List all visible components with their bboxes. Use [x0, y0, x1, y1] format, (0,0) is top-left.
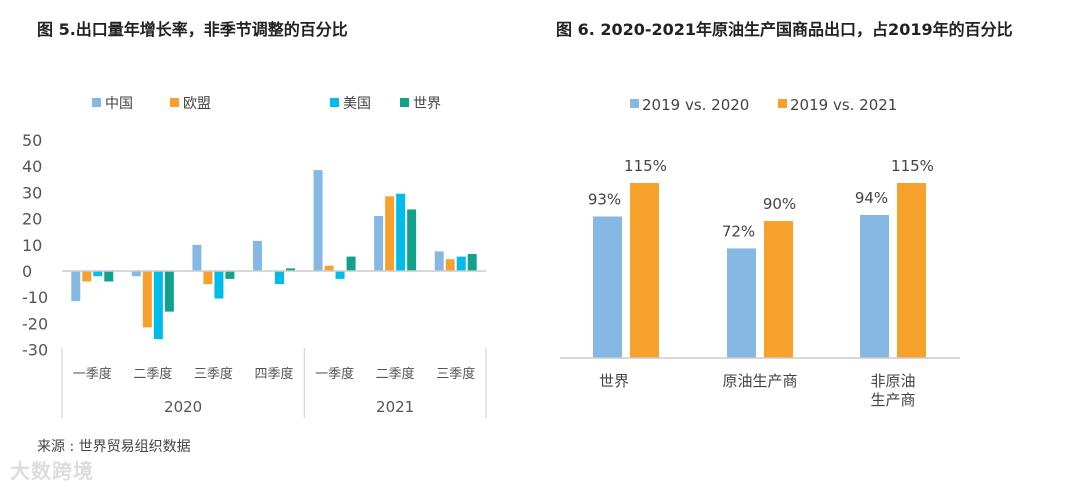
x-category-label: 二季度 — [376, 366, 415, 382]
bar-美国-2 — [214, 271, 224, 299]
data-label: 115% — [891, 157, 934, 175]
bar-0-2 — [860, 214, 889, 358]
bar-世界-6 — [467, 253, 477, 271]
x-category-label: 原油生产商 — [722, 372, 797, 390]
x-category-label: 非原油 — [870, 372, 915, 390]
watermark-logo: 大数跨境 — [10, 455, 94, 484]
bar-欧盟-1 — [142, 271, 152, 328]
y-tick-label: 30 — [22, 183, 42, 202]
x-category-label: 一季度 — [73, 366, 112, 382]
source-note: 来源 : 世界贸易组织数据 — [37, 439, 191, 455]
bar-世界-5 — [407, 209, 417, 271]
y-tick-label: 50 — [22, 131, 42, 150]
bar-世界-1 — [164, 271, 174, 312]
legend-swatch-1 — [778, 99, 787, 108]
bar-欧盟-6 — [445, 259, 455, 271]
bar-世界-2 — [225, 271, 235, 279]
bar-中国-2 — [192, 244, 202, 271]
legend-swatch-0 — [630, 99, 639, 108]
legend-swatch-2 — [330, 98, 339, 107]
x-category-label: 四季度 — [254, 366, 293, 382]
bar-欧盟-4 — [324, 265, 334, 271]
data-label: 115% — [624, 157, 667, 175]
chart1-title: 图 5.出口量年增长率，非季节调整的百分比 — [37, 20, 348, 39]
bar-美国-0 — [93, 271, 103, 277]
bar-中国-3 — [253, 240, 262, 271]
legend-label-1: 欧盟 — [183, 96, 211, 112]
bar-美国-4 — [335, 271, 345, 279]
legend-label-1: 2019 vs. 2021 — [790, 96, 897, 114]
legend-label-0: 中国 — [105, 96, 133, 112]
y-tick-label: 40 — [22, 157, 42, 176]
bar-1-2 — [897, 183, 926, 358]
watermark-text: 大数跨境 — [10, 459, 94, 483]
y-tick-label: -30 — [22, 341, 48, 360]
bar-世界-4 — [346, 256, 356, 271]
bar-美国-5 — [396, 193, 406, 271]
bar-欧盟-5 — [385, 196, 395, 271]
data-label: 93% — [588, 190, 621, 208]
bar-1-0 — [630, 183, 659, 358]
bar-欧盟-2 — [203, 271, 213, 285]
legend-label-3: 世界 — [413, 96, 441, 112]
data-label: 94% — [855, 189, 888, 207]
bar-中国-4 — [313, 170, 323, 271]
y-tick-label: 10 — [22, 236, 42, 255]
y-tick-label: -10 — [22, 288, 48, 307]
bar-美国-3 — [275, 271, 284, 285]
y-tick-label: 20 — [22, 210, 42, 229]
x-category-label: 生产商 — [870, 391, 915, 409]
x-category-label: 二季度 — [133, 366, 172, 382]
x-category-label: 世界 — [599, 372, 629, 390]
bar-美国-1 — [153, 271, 163, 340]
bar-0-1 — [727, 248, 756, 358]
x-category-label: 三季度 — [436, 366, 475, 382]
bar-中国-6 — [434, 251, 444, 271]
x-group-label: 2020 — [164, 398, 202, 416]
bar-世界-3 — [286, 268, 295, 271]
data-label: 72% — [722, 222, 755, 240]
legend-label-0: 2019 vs. 2020 — [642, 96, 749, 114]
bar-中国-1 — [131, 271, 141, 277]
y-tick-label: 0 — [22, 262, 32, 281]
x-group-label: 2021 — [376, 398, 414, 416]
bar-1-1 — [764, 221, 793, 358]
bar-世界-0 — [104, 271, 114, 282]
legend-swatch-3 — [400, 98, 409, 107]
bar-中国-5 — [374, 215, 384, 271]
x-category-label: 一季度 — [315, 366, 354, 382]
chart2-title: 图 6. 2020-2021年原油生产国商品出口，占2019年的百分比 — [556, 20, 1013, 39]
y-tick-label: -20 — [22, 314, 48, 333]
legend-swatch-0 — [92, 98, 101, 107]
bar-欧盟-0 — [82, 271, 92, 282]
bar-美国-6 — [456, 256, 466, 271]
x-category-label: 三季度 — [194, 366, 233, 382]
data-label: 90% — [763, 195, 796, 213]
legend-swatch-1 — [170, 98, 179, 107]
bar-中国-0 — [71, 271, 81, 302]
legend-label-2: 美国 — [343, 96, 371, 112]
bar-0-0 — [593, 216, 622, 358]
